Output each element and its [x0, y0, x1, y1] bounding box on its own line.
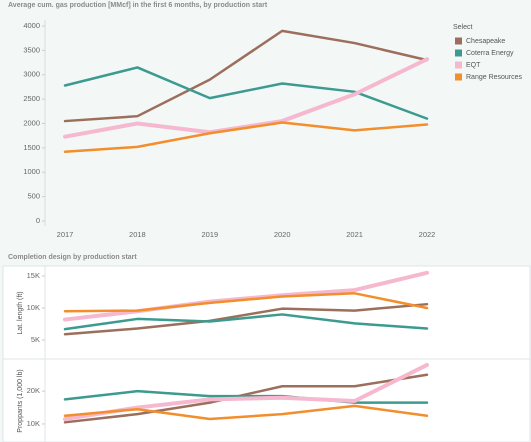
legend-label: EQT [466, 62, 481, 69]
y-tick-label: 10K [27, 419, 40, 428]
y-tick-label: 5K [31, 335, 40, 344]
y-tick-label: 10K [27, 303, 40, 312]
series-line [63, 292, 429, 313]
section-title: Completion design by production start [8, 254, 137, 261]
y-tick-label: 3500 [23, 45, 40, 54]
legend-swatch [455, 49, 462, 57]
y-axis-label: Lat. length (ft) [17, 291, 24, 334]
series-line [63, 270, 429, 322]
legend-swatch [455, 37, 462, 45]
y-axis-label: Proppants (1,000 lb) [17, 369, 24, 432]
y-tick-label: 2500 [23, 94, 40, 103]
y-tick-label: 1000 [23, 167, 40, 176]
x-tick-label: 2019 [201, 230, 218, 239]
legend-swatch [455, 61, 462, 69]
y-tick-label: 15K [27, 271, 40, 280]
y-tick-label: 500 [27, 192, 40, 201]
series-line [63, 389, 429, 404]
y-tick-label: 1500 [23, 143, 40, 152]
y-tick-label: 4000 [23, 21, 40, 30]
series-line [63, 373, 429, 424]
legend-label: Coterra Energy [466, 50, 514, 57]
series-line [63, 66, 429, 120]
legend-title: Select [453, 24, 473, 31]
y-tick-label: 0 [36, 216, 40, 225]
chart-title: Average cum. gas production [MMcf] in th… [8, 2, 268, 9]
y-tick-label: 20K [27, 386, 40, 395]
x-tick-label: 2018 [129, 230, 146, 239]
x-tick-label: 2021 [346, 230, 363, 239]
y-tick-label: 2000 [23, 118, 40, 127]
legend-swatch [455, 73, 462, 81]
series-line [63, 404, 429, 421]
x-tick-label: 2022 [419, 230, 436, 239]
series-line [63, 313, 429, 331]
x-tick-label: 2017 [57, 230, 74, 239]
series-line [63, 121, 429, 154]
x-tick-label: 2020 [274, 230, 291, 239]
legend-label: Chesapeake [466, 38, 505, 45]
y-tick-label: 3000 [23, 70, 40, 79]
series-line [63, 302, 429, 336]
legend-label: Range Resources [466, 74, 523, 81]
series-line [63, 29, 429, 123]
